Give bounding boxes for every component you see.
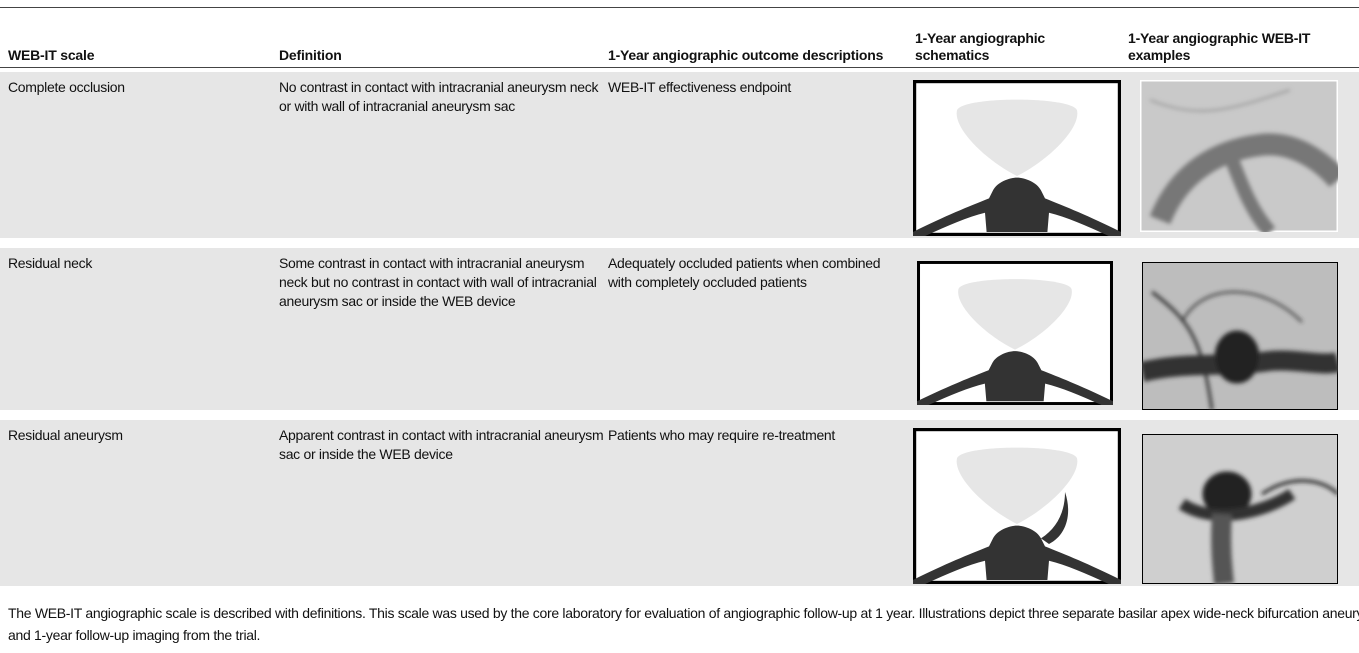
description-cell: WEB-IT effectiveness endpoint bbox=[608, 79, 791, 95]
table-row: Residual aneurysm Apparent contrast in c… bbox=[0, 420, 1359, 586]
scale-cell: Residual neck bbox=[8, 255, 93, 271]
definition-cell: Some contrast in contact with intracrani… bbox=[279, 255, 597, 309]
description-cell: Patients who may require re-treatment bbox=[608, 427, 836, 443]
schematic bbox=[917, 261, 1113, 405]
rule bbox=[0, 7, 1359, 8]
table-row: Complete occlusion No contrast in contac… bbox=[0, 72, 1359, 238]
schematic bbox=[913, 428, 1121, 584]
column-header: 1-Year angiographic WEB-IT examples bbox=[1128, 30, 1311, 63]
table-row: Residual neck Some contrast in contact w… bbox=[0, 248, 1359, 410]
definition-cell: Apparent contrast in contact with intrac… bbox=[279, 427, 604, 462]
column-header: Definition bbox=[279, 47, 342, 63]
angiogram-image bbox=[1142, 262, 1338, 410]
column-header: 1-Year angiographic schematics bbox=[915, 30, 1046, 63]
rule bbox=[0, 67, 1359, 68]
scale-cell: Residual aneurysm bbox=[8, 427, 123, 443]
column-header: 1-Year angiographic outcome descriptions bbox=[608, 47, 884, 63]
scale-cell: Complete occlusion bbox=[8, 79, 125, 95]
definition-cell: No contrast in contact with intracranial… bbox=[279, 79, 599, 114]
column-header: WEB-IT scale bbox=[8, 47, 95, 63]
schematic bbox=[913, 80, 1121, 236]
table-caption: The WEB-IT angiographic scale is describ… bbox=[8, 605, 1359, 643]
angiogram-image bbox=[1142, 434, 1338, 584]
angiogram-image bbox=[1140, 80, 1338, 232]
description-cell: Adequately occluded patients when combin… bbox=[608, 255, 881, 290]
